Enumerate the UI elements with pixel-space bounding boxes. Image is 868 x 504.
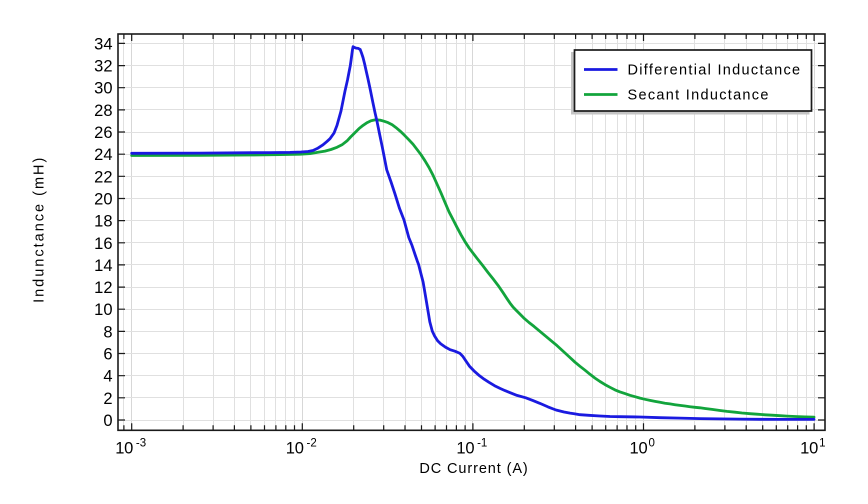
svg-text:28: 28 xyxy=(94,102,112,120)
svg-text:-2: -2 xyxy=(307,438,317,450)
svg-text:2: 2 xyxy=(103,390,112,408)
svg-text:-1: -1 xyxy=(477,438,487,450)
svg-text:32: 32 xyxy=(94,58,112,76)
svg-text:34: 34 xyxy=(94,35,112,53)
svg-text:0: 0 xyxy=(649,438,655,450)
svg-text:18: 18 xyxy=(94,213,112,231)
svg-text:10: 10 xyxy=(286,440,304,458)
svg-text:0: 0 xyxy=(103,412,112,430)
svg-text:4: 4 xyxy=(103,368,112,386)
svg-text:1: 1 xyxy=(819,438,825,450)
svg-text:10: 10 xyxy=(115,440,133,458)
svg-text:Differential Inductance: Differential Inductance xyxy=(628,62,802,78)
svg-text:Indunctance (mH): Indunctance (mH) xyxy=(32,156,48,303)
svg-text:14: 14 xyxy=(94,257,112,275)
svg-text:24: 24 xyxy=(94,146,112,164)
svg-text:DC Current (A): DC Current (A) xyxy=(419,461,528,477)
svg-text:30: 30 xyxy=(94,80,112,98)
svg-text:10: 10 xyxy=(630,440,648,458)
svg-text:20: 20 xyxy=(94,191,112,209)
svg-text:10: 10 xyxy=(800,440,818,458)
svg-text:8: 8 xyxy=(103,323,112,341)
svg-text:6: 6 xyxy=(103,346,112,364)
svg-text:10: 10 xyxy=(456,440,474,458)
svg-text:12: 12 xyxy=(94,279,112,297)
svg-text:Secant Inductance: Secant Inductance xyxy=(628,87,770,103)
svg-text:16: 16 xyxy=(94,235,112,253)
svg-text:-3: -3 xyxy=(136,438,146,450)
svg-text:22: 22 xyxy=(94,168,112,186)
svg-text:10: 10 xyxy=(94,301,112,319)
svg-text:26: 26 xyxy=(94,124,112,142)
